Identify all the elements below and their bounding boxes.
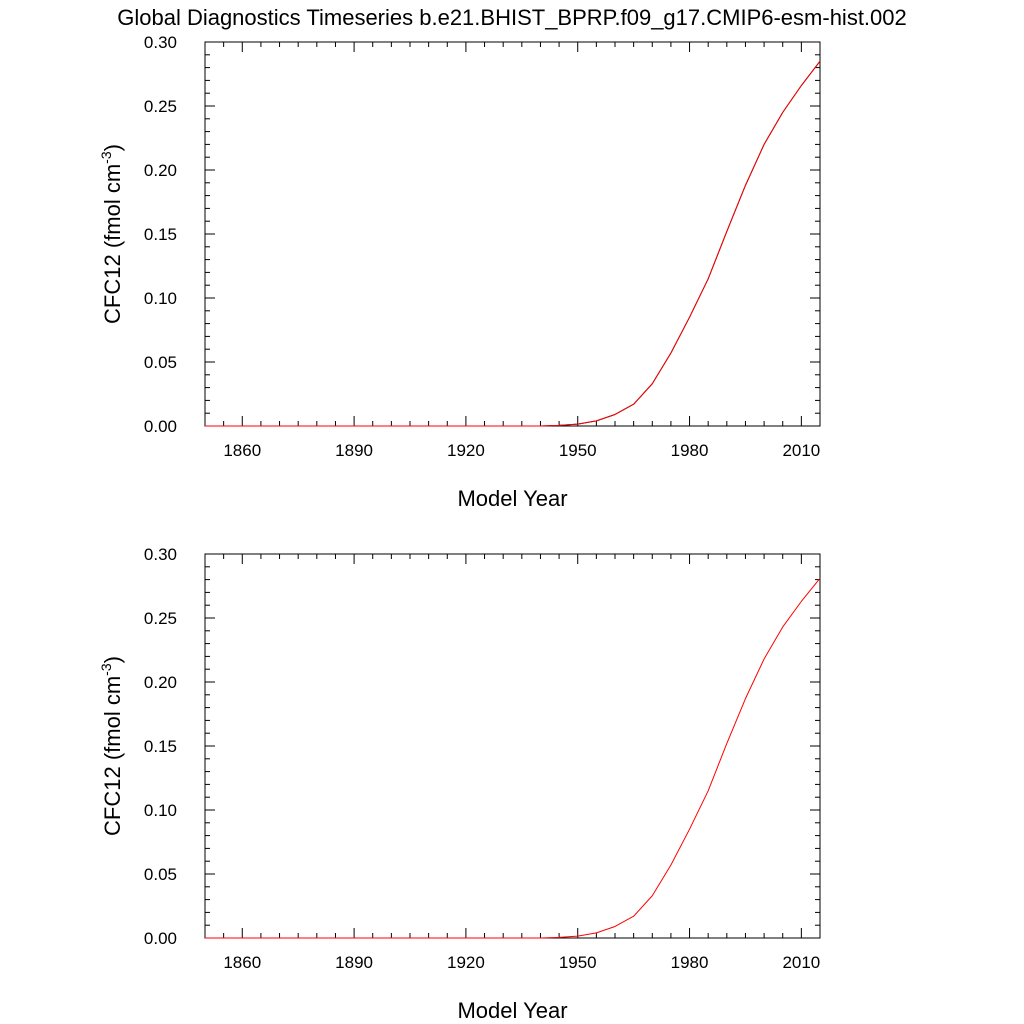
y-tick-label: 0.10 xyxy=(144,289,177,308)
x-axis-label: Model Year xyxy=(457,998,567,1023)
plot-frame xyxy=(204,553,821,939)
x-tick-label: 1860 xyxy=(223,953,261,972)
x-tick-label: 1950 xyxy=(559,953,597,972)
y-axis-label-close: ) xyxy=(100,656,125,663)
y-axis-label-close: ) xyxy=(100,144,125,151)
x-tick-label: 1920 xyxy=(447,953,485,972)
y-tick-label: 0.15 xyxy=(144,737,177,756)
y-tick-label: 0.30 xyxy=(144,545,177,564)
y-tick-label: 0.05 xyxy=(144,865,177,884)
x-tick-label: 1920 xyxy=(447,441,485,460)
y-tick-label: 0.30 xyxy=(144,33,177,52)
x-tick-label: 1860 xyxy=(223,441,261,460)
x-tick-label: 1950 xyxy=(559,441,597,460)
y-tick-label: 0.15 xyxy=(144,225,177,244)
y-axis-label: CFC12 (fmol cm-3) xyxy=(98,656,125,836)
chart-panel-top: 1860 1890 1920 1950 1980 2010 0.00 0.05 0.10 0.15… xyxy=(98,33,821,511)
chart-panel-bottom: 1860 1890 1920 1950 1980 2010 0.00 0.05 0.10 0.15… xyxy=(98,545,821,1023)
y-axis-label-sup: -3 xyxy=(98,663,114,676)
y-tick-label: 0.20 xyxy=(144,161,177,180)
y-tick-label: 0.10 xyxy=(144,801,177,820)
y-tick-label: 0.25 xyxy=(144,609,177,628)
x-axis-label: Model Year xyxy=(457,486,567,511)
plot-frame xyxy=(204,41,821,427)
y-tick-label: 0.00 xyxy=(144,929,177,948)
x-tick-label: 2010 xyxy=(782,441,820,460)
y-tick-label: 0.05 xyxy=(144,353,177,372)
series-line-0 xyxy=(205,60,821,427)
x-tick-label: 1980 xyxy=(671,441,709,460)
y-tick-label: 0.20 xyxy=(144,673,177,692)
page-title: Global Diagnostics Timeseries b.e21.BHIS… xyxy=(117,5,907,30)
series-line-0 xyxy=(205,578,821,939)
y-axis-label: CFC12 (fmol cm-3) xyxy=(98,144,125,324)
y-axis-label-main: CFC12 (fmol cm xyxy=(100,164,125,324)
y-tick-label: 0.00 xyxy=(144,417,177,436)
y-tick-label: 0.25 xyxy=(144,97,177,116)
x-tick-label: 1890 xyxy=(335,441,373,460)
series-line-1 xyxy=(205,60,821,427)
x-tick-label: 1890 xyxy=(335,953,373,972)
x-tick-label: 2010 xyxy=(782,953,820,972)
y-axis-label-main: CFC12 (fmol cm xyxy=(100,676,125,836)
y-axis-label-sup: -3 xyxy=(98,151,114,164)
x-tick-label: 1980 xyxy=(671,953,709,972)
